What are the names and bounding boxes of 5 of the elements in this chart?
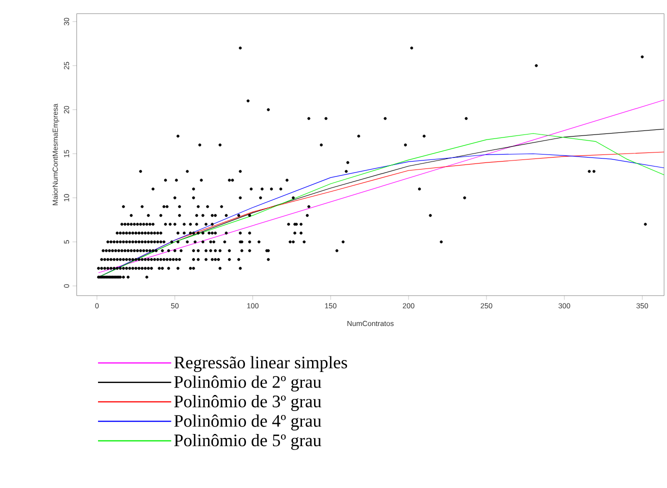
legend-label: Polinômio de 5º grau <box>174 434 322 450</box>
legend-label: Polinômio de 4º grau <box>174 414 322 431</box>
legend-label: Regressão linear simples <box>174 356 348 372</box>
legend-label: Polinômio de 2º grau <box>174 376 322 392</box>
legend-label: Polinômio de 3º grau <box>174 395 322 412</box>
